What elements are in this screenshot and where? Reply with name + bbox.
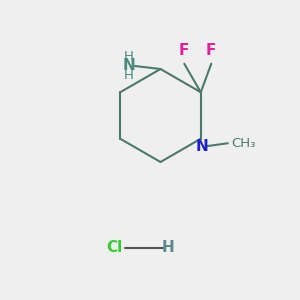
- Text: F: F: [179, 44, 190, 58]
- Text: N: N: [123, 58, 135, 74]
- Text: Cl: Cl: [106, 240, 122, 255]
- Text: H: H: [162, 240, 174, 255]
- Text: F: F: [206, 44, 217, 58]
- Text: H: H: [124, 50, 134, 63]
- Text: CH₃: CH₃: [232, 137, 256, 150]
- Text: H: H: [124, 69, 134, 82]
- Text: N: N: [196, 139, 208, 154]
